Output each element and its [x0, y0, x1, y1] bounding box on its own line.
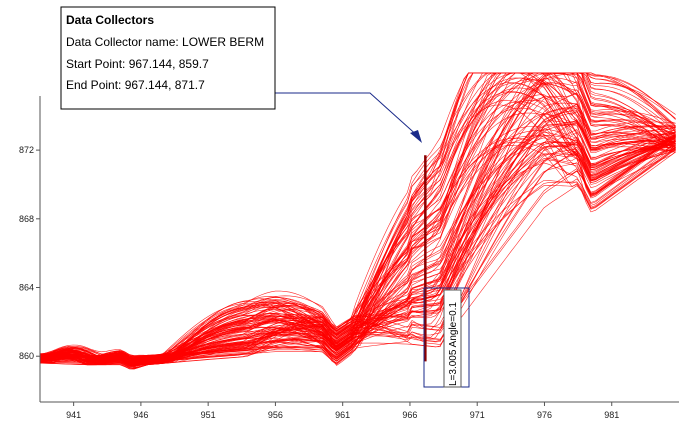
series-line [39, 151, 676, 368]
callout-start-line: Start Point: 967.144, 859.7 [66, 57, 209, 71]
callout-end-line: End Point: 967.144, 871.7 [66, 78, 205, 92]
x-tick-label: 976 [537, 410, 552, 420]
series-line [39, 93, 676, 363]
y-tick-label: 860 [19, 351, 34, 361]
x-tick-label: 966 [402, 410, 417, 420]
series-line [39, 145, 676, 367]
callout-title: Data Collectors [66, 13, 154, 27]
series-line [39, 72, 676, 368]
x-ticks-group: 941 946 951 956 961 966 971 976 981 [66, 402, 619, 420]
x-tick-label: 946 [133, 410, 148, 420]
x-tick-label: 981 [604, 410, 619, 420]
x-tick-label: 941 [66, 410, 81, 420]
series-line [39, 74, 676, 364]
y-tick-label: 872 [19, 145, 34, 155]
y-ticks-group: 860 864 868 872 [19, 145, 40, 361]
x-tick-label: 961 [335, 410, 350, 420]
series-line [39, 111, 676, 360]
callout-arrowhead [410, 130, 422, 143]
callout-name-line: Data Collector name: LOWER BERM [66, 35, 264, 49]
curve-series-group [39, 72, 676, 370]
x-tick-label: 951 [201, 410, 216, 420]
callout-frame [60, 6, 276, 110]
x-tick-label: 956 [268, 410, 283, 420]
y-tick-label: 868 [19, 214, 34, 224]
series-line [39, 72, 676, 365]
x-tick-label: 971 [470, 410, 485, 420]
data-collector-label-box [443, 289, 462, 388]
callout-box: Data Collectors Data Collector name: LOW… [60, 6, 276, 110]
axes-group [39, 96, 679, 403]
series-line [39, 136, 676, 365]
series-line [39, 113, 676, 360]
data-collector-length-angle-text: L=3.005 Angle=0.1 [448, 302, 459, 386]
series-line [39, 136, 676, 361]
y-tick-label: 864 [19, 283, 34, 293]
data-collector-label: L=3.005 Angle=0.1 [423, 287, 470, 388]
series-line [39, 120, 676, 365]
